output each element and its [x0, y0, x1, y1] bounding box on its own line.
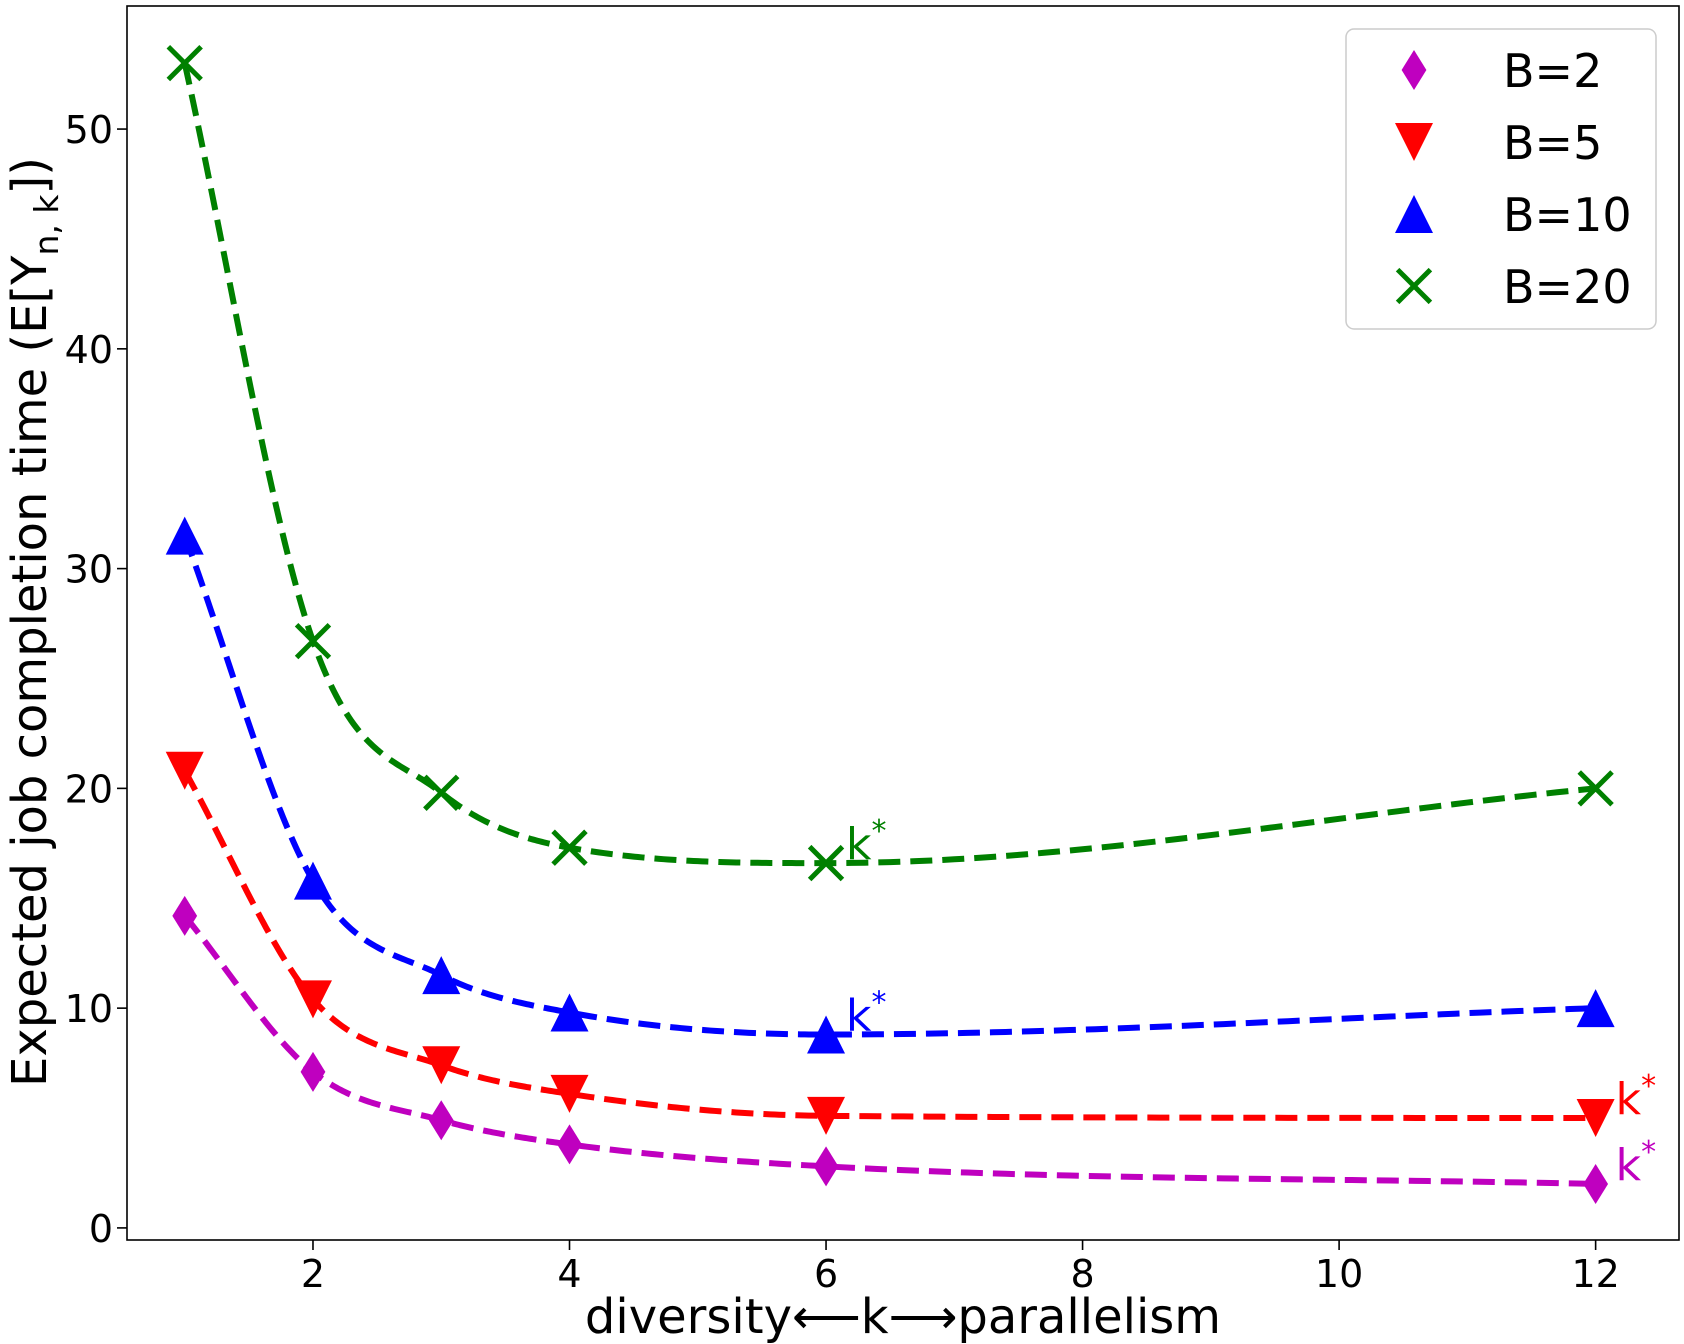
data-point: [807, 1015, 846, 1054]
data-point: [300, 1051, 326, 1092]
series-B=20: k*: [166, 44, 1614, 882]
x-tick-label: 4: [557, 1252, 581, 1296]
x-axis-label: diversity⟵k⟶parallelism: [585, 1289, 1221, 1344]
legend-marker: [1395, 123, 1433, 161]
data-point: [1576, 989, 1615, 1028]
series-line: [182, 913, 1596, 1187]
x-tick-label: 10: [1315, 1252, 1363, 1296]
x-tick-label: 8: [1070, 1252, 1094, 1296]
legend-box: [1345, 28, 1657, 330]
legend-item: B=2: [1401, 44, 1602, 98]
data-point: [293, 861, 332, 900]
optimal-k-annotation: k*: [846, 986, 886, 1042]
optimal-k-annotation: k*: [846, 814, 886, 870]
legend-item: B=10: [1395, 188, 1632, 242]
series-B=5: k*: [165, 751, 1656, 1138]
plot-area: k* k* k* k*: [165, 44, 1656, 1204]
data-point: [1583, 1163, 1609, 1204]
data-point: [1577, 770, 1614, 807]
x-tick-label: 6: [814, 1252, 838, 1296]
y-tick-label: 10: [65, 987, 113, 1031]
legend-marker: [1395, 267, 1433, 305]
data-point: [172, 895, 198, 936]
x-tick-label: 2: [301, 1252, 325, 1296]
data-point: [422, 956, 461, 995]
optimal-k-annotation: k*: [1616, 1135, 1656, 1191]
series-line: [181, 534, 1596, 1038]
axis-ticks: 2 4 6 8 10 12 0 10 20 30 40 50: [65, 108, 1620, 1296]
legend-item: B=20: [1395, 260, 1632, 314]
data-point: [294, 622, 332, 660]
plot-frame: [126, 5, 1680, 1241]
y-axis-label-subscript: n, k: [27, 194, 66, 256]
data-point: [422, 1046, 461, 1085]
y-tick-label: 30: [65, 548, 113, 592]
y-tick-label: 20: [65, 767, 113, 811]
y-tick-label: 0: [89, 1207, 113, 1251]
legend-label: B=2: [1503, 44, 1602, 98]
y-tick-label: 50: [65, 108, 113, 152]
legend-label: B=20: [1503, 260, 1632, 314]
series-line: [181, 62, 1596, 867]
optimal-k-annotation: k*: [1616, 1069, 1656, 1125]
data-point: [165, 751, 204, 790]
data-point: [807, 1096, 846, 1135]
data-point: [550, 1074, 589, 1113]
data-point: [551, 829, 588, 866]
data-point: [428, 1100, 454, 1141]
data-point: [166, 44, 203, 82]
y-axis-label: Expected job completion time (E[Yn, k]): [2, 157, 66, 1087]
series-B=2: k*: [172, 895, 1656, 1204]
legend-marker: [1395, 195, 1433, 233]
legend-item: B=5: [1395, 116, 1602, 170]
data-point: [813, 1146, 839, 1187]
x-tick-label: 12: [1571, 1252, 1619, 1296]
data-point: [557, 1124, 582, 1165]
data-point: [423, 774, 460, 811]
series-line: [182, 769, 1596, 1122]
legend: B=2 B=5 B=10 B=20: [1345, 28, 1657, 330]
y-tick-label: 40: [65, 328, 113, 372]
data-point: [1576, 1099, 1615, 1138]
data-point: [293, 980, 332, 1019]
data-point: [165, 516, 204, 555]
legend-marker: [1401, 50, 1427, 90]
legend-label: B=10: [1503, 188, 1632, 242]
legend-label: B=5: [1503, 116, 1602, 170]
series-B=10: k*: [165, 516, 1615, 1054]
data-point: [550, 993, 589, 1032]
data-point: [807, 844, 845, 882]
